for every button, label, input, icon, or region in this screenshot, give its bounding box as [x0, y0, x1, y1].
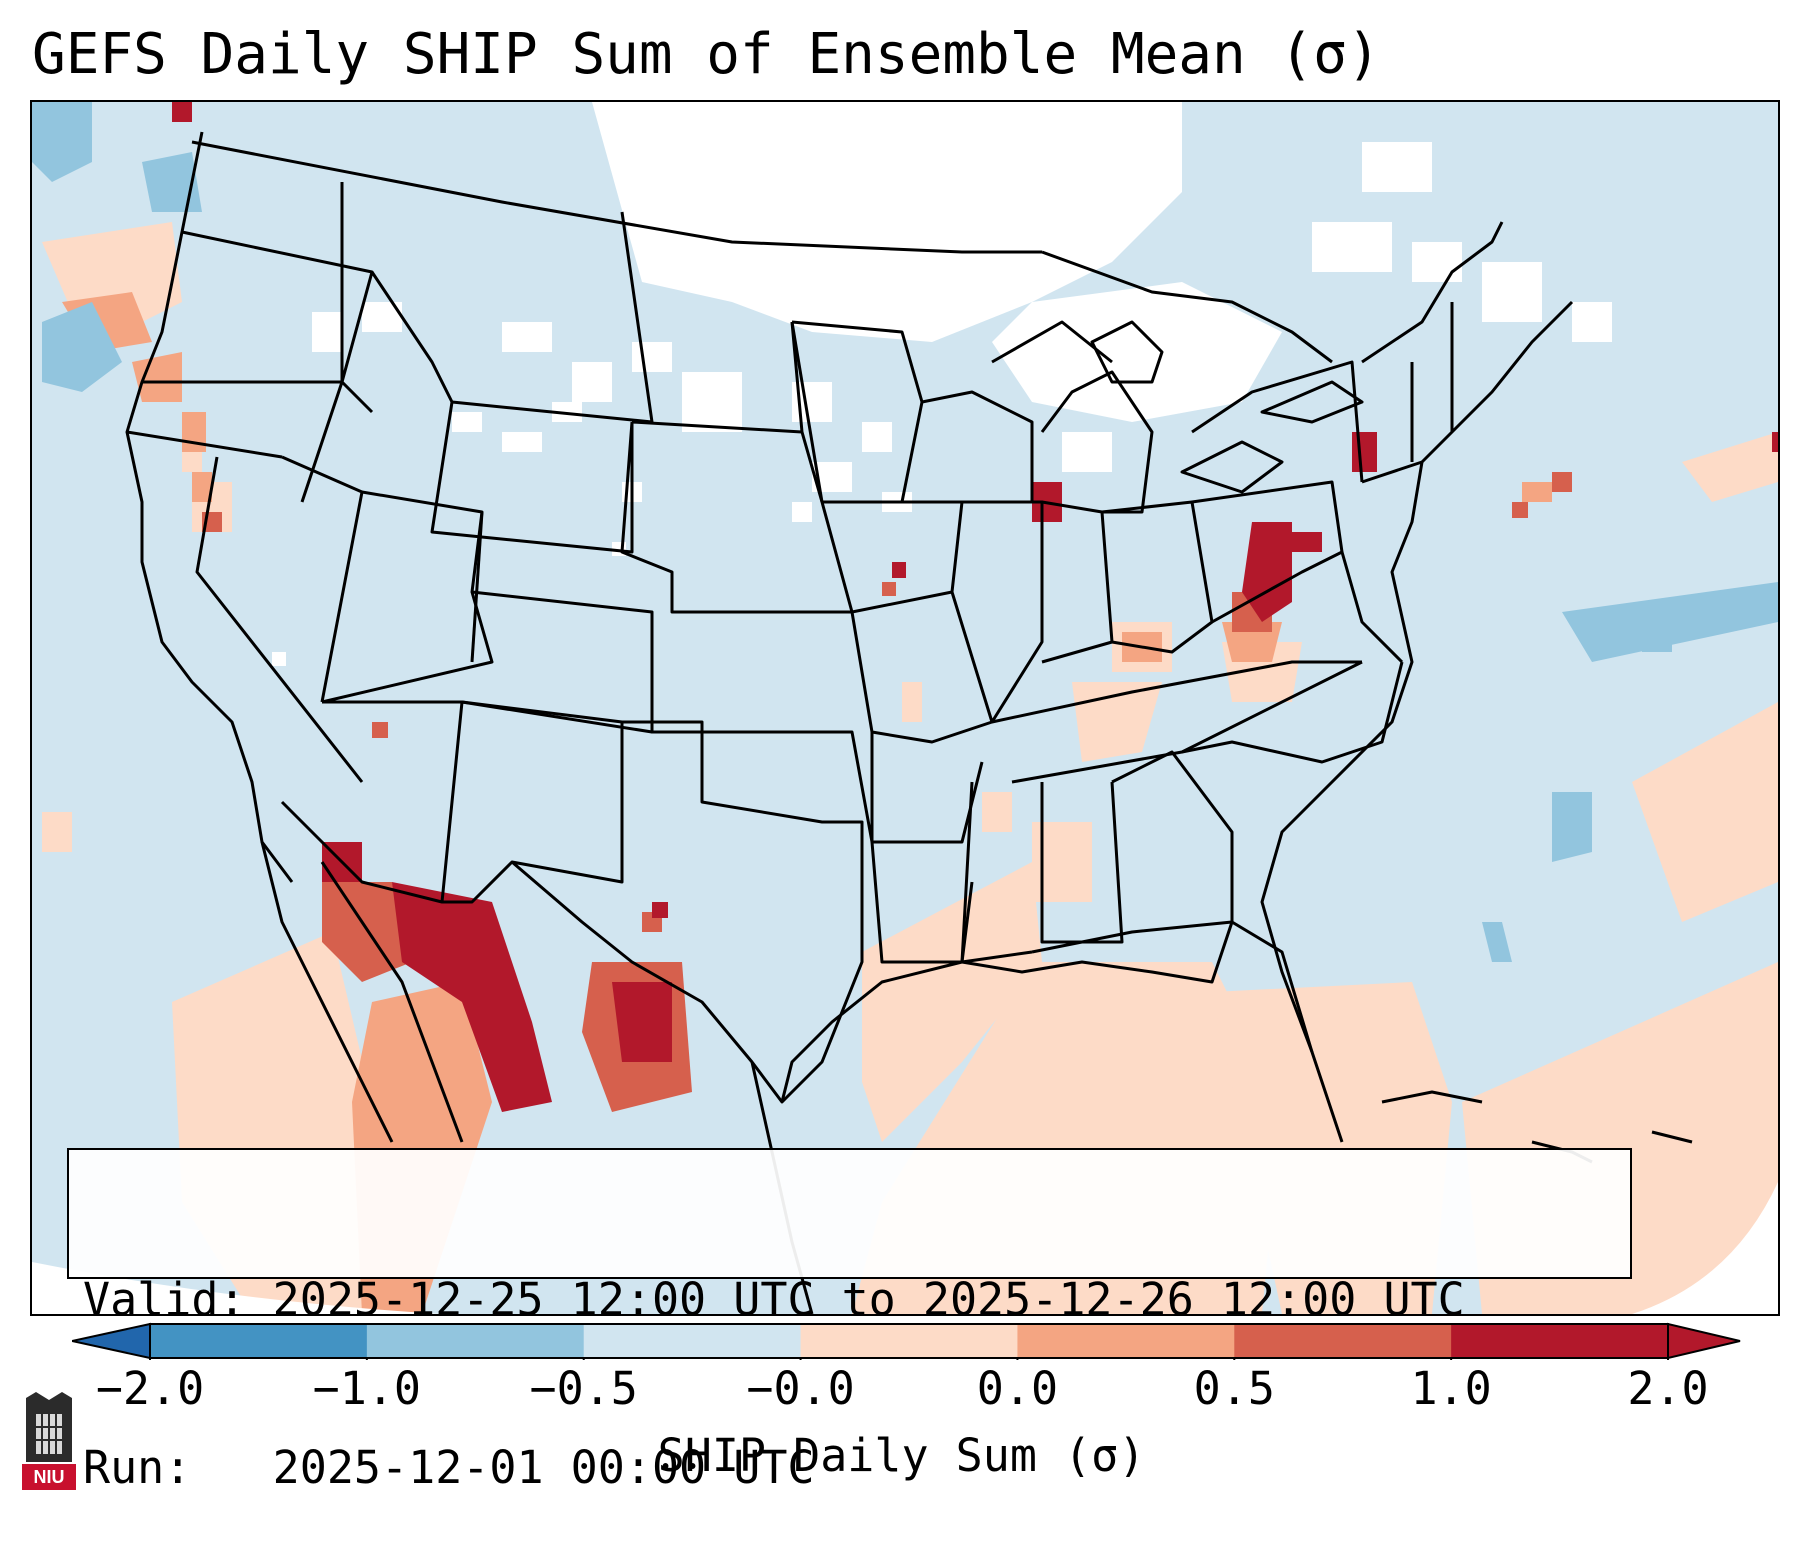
colorbar — [72, 1322, 1741, 1360]
colorbar-outline — [149, 1323, 1669, 1359]
projection-edge-right — [1632, 1182, 1778, 1314]
white-cells — [272, 102, 1612, 666]
colorbar-extend-high — [1667, 1322, 1741, 1360]
colorbar-tick-label: 0.5 — [1193, 1362, 1275, 1415]
colorbar-segment — [150, 1324, 368, 1358]
colorbar-segment — [366, 1324, 585, 1358]
map-canvas — [32, 102, 1778, 1314]
run-label: Run: — [83, 1441, 192, 1494]
valid-value: 2025-12-25 12:00 UTC to 2025-12-26 12:00… — [272, 1273, 1465, 1326]
colorbar-tick-label: −1.0 — [312, 1362, 422, 1415]
colorbar-segment — [1017, 1324, 1235, 1358]
us-canada-border — [191, 140, 1042, 254]
colorbar-tick-label: 0.0 — [976, 1362, 1059, 1415]
colorbar-tick-label: 2.0 — [1627, 1362, 1709, 1415]
valid-row: Valid: 2025-12-25 12:00 UTC to 2025-12-2… — [83, 1272, 1616, 1328]
colorbar-label: SHIP Daily Sum (σ) — [657, 1429, 1146, 1482]
colorbar-tick-label: 1.0 — [1410, 1362, 1492, 1415]
colorbar-segments — [72, 1322, 1741, 1360]
colorbar-segment — [1451, 1324, 1669, 1358]
svg-text:NIU: NIU — [34, 1467, 65, 1487]
projection-edge — [32, 1262, 932, 1314]
map-panel[interactable] — [30, 100, 1780, 1316]
run-value: 2025-12-01 00:00 UTC — [272, 1441, 815, 1494]
page-title: GEFS Daily SHIP Sum of Ensemble Mean (σ) — [32, 22, 1381, 87]
colorbar-tick-label: −0.0 — [746, 1362, 855, 1415]
valid-run-info-box: Valid: 2025-12-25 12:00 UTC to 2025-12-2… — [67, 1148, 1632, 1494]
blue-cells — [32, 102, 1778, 962]
colorbar-tick-label: −2.0 — [95, 1362, 205, 1415]
west-coast — [125, 131, 294, 883]
valid-label: Valid: — [83, 1273, 246, 1326]
niu-logo-icon: NIU — [22, 1392, 76, 1490]
colorbar-extend-low — [72, 1322, 151, 1360]
colorbar-segment — [583, 1324, 802, 1358]
colorbar-segment — [1234, 1324, 1452, 1358]
run-row: Run: 2025-12-01 00:00 UTC — [83, 1440, 1616, 1496]
colorbar-tick-label: −0.5 — [529, 1362, 638, 1415]
colorbar-segment — [800, 1324, 1018, 1358]
